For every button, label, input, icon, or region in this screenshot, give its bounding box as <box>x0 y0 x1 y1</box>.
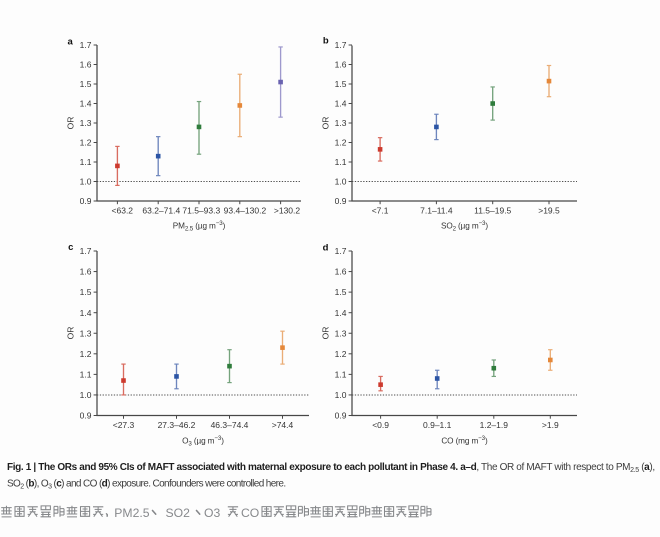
svg-text:1.7: 1.7 <box>335 40 347 50</box>
svg-text:1.7: 1.7 <box>80 40 92 50</box>
svg-text:1.3: 1.3 <box>335 118 347 128</box>
svg-text:O3: O3 <box>204 506 220 520</box>
svg-text:1.3: 1.3 <box>80 328 92 338</box>
svg-text:0.9–1.1: 0.9–1.1 <box>423 420 452 430</box>
svg-text:O3 (µg m−3): O3 (µg m−3) <box>182 435 224 448</box>
svg-text:c: c <box>68 242 73 253</box>
svg-text:1.0: 1.0 <box>335 177 347 187</box>
svg-text:1.1: 1.1 <box>80 369 92 379</box>
svg-text:63.2–71.4: 63.2–71.4 <box>142 205 180 215</box>
svg-text:<27.3: <27.3 <box>113 420 135 430</box>
svg-text:1.7: 1.7 <box>335 246 347 256</box>
svg-text:1.3: 1.3 <box>80 118 92 128</box>
svg-text:1.5: 1.5 <box>80 287 92 297</box>
svg-text:1.5: 1.5 <box>80 79 92 89</box>
svg-text:71.5–93.3: 71.5–93.3 <box>182 205 220 215</box>
svg-text:0.9: 0.9 <box>335 196 347 206</box>
svg-text:1.5: 1.5 <box>335 79 347 89</box>
svg-text:OR: OR <box>321 117 331 130</box>
svg-text:1.2: 1.2 <box>80 349 92 359</box>
svg-text:>74.4: >74.4 <box>272 420 294 430</box>
svg-text:1.2–1.9: 1.2–1.9 <box>480 420 509 430</box>
svg-text:1.1: 1.1 <box>335 157 347 167</box>
svg-text:1.6: 1.6 <box>335 267 347 277</box>
svg-text:27.3–46.2: 27.3–46.2 <box>158 420 196 430</box>
svg-text:1.0: 1.0 <box>335 390 347 400</box>
svg-text:1.4: 1.4 <box>80 99 92 109</box>
svg-text:a: a <box>68 37 74 48</box>
svg-text:>130.2: >130.2 <box>274 205 301 215</box>
svg-text:SO2: SO2 <box>166 506 191 520</box>
svg-text:PM2.5: PM2.5 <box>114 506 149 520</box>
svg-text:<7.1: <7.1 <box>372 205 389 215</box>
svg-text:>19.5: >19.5 <box>538 205 560 215</box>
svg-text:OR: OR <box>66 327 76 340</box>
svg-text:1.6: 1.6 <box>335 60 347 70</box>
svg-text:CO: CO <box>241 506 259 520</box>
svg-text:1.5: 1.5 <box>335 287 347 297</box>
svg-text:<0.9: <0.9 <box>372 420 389 430</box>
svg-text:1.6: 1.6 <box>80 267 92 277</box>
svg-text:93.4–130.2: 93.4–130.2 <box>224 205 267 215</box>
svg-text:1.0: 1.0 <box>80 390 92 400</box>
svg-text:1.6: 1.6 <box>80 60 92 70</box>
svg-text:OR: OR <box>321 327 331 340</box>
svg-text:>1.9: >1.9 <box>542 420 559 430</box>
svg-text:CO (mg m−3): CO (mg m−3) <box>441 435 488 445</box>
svg-text:46.3–74.4: 46.3–74.4 <box>211 420 249 430</box>
svg-text:b: b <box>323 36 329 47</box>
svg-text:1.7: 1.7 <box>80 246 92 256</box>
svg-text:1.3: 1.3 <box>335 328 347 338</box>
svg-text:11.5–19.5: 11.5–19.5 <box>474 205 511 215</box>
svg-text:1.1: 1.1 <box>80 157 92 167</box>
svg-text:SO2 (b), O3 (c) and CO (d) exp: SO2 (b), O3 (c) and CO (d) exposure. Con… <box>7 479 285 491</box>
svg-text:OR: OR <box>66 117 76 130</box>
svg-text:0.9: 0.9 <box>335 411 347 421</box>
svg-text:1.4: 1.4 <box>335 99 347 109</box>
svg-text:1.0: 1.0 <box>80 177 92 187</box>
svg-text:0.9: 0.9 <box>80 196 92 206</box>
svg-text:<63.2: <63.2 <box>112 205 134 215</box>
svg-text:1.2: 1.2 <box>335 138 347 148</box>
svg-text:1.4: 1.4 <box>335 308 347 318</box>
svg-text:1.4: 1.4 <box>80 308 92 318</box>
svg-text:1.1: 1.1 <box>335 369 347 379</box>
svg-text:Fig. 1 | The ORs and 95% CIs o: Fig. 1 | The ORs and 95% CIs of MAFT ass… <box>7 462 655 474</box>
svg-text:0.9: 0.9 <box>80 411 92 421</box>
svg-text:d: d <box>323 243 329 254</box>
svg-text:1.2: 1.2 <box>80 138 92 148</box>
svg-text:1.2: 1.2 <box>335 349 347 359</box>
svg-text:7.1–11.4: 7.1–11.4 <box>420 205 453 215</box>
